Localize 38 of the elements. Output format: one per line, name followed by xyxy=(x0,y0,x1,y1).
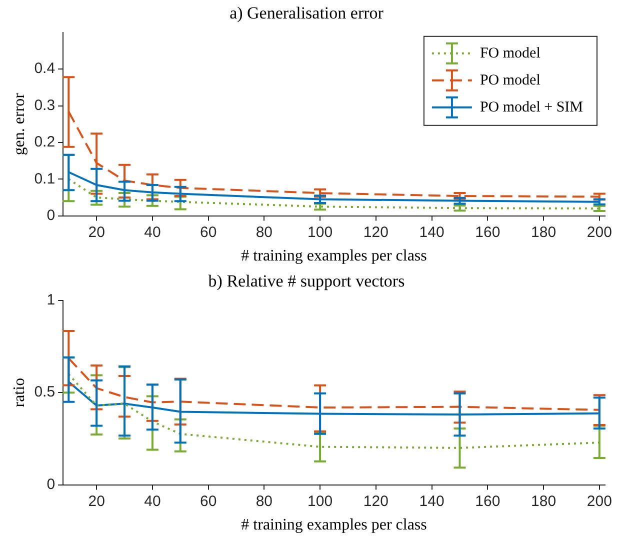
x-tick-label: 100 xyxy=(308,492,333,510)
x-tick-label: 160 xyxy=(475,492,500,510)
x-tick-label: 140 xyxy=(419,492,444,510)
y-tick-label: 0.2 xyxy=(34,134,56,151)
y-axis-title: ratio xyxy=(10,378,28,408)
x-axis-title: # training examples per class xyxy=(241,248,427,265)
y-tick-label: 1 xyxy=(46,292,56,309)
x-tick-label: 160 xyxy=(475,224,500,241)
x-axis-title: # training examples per class xyxy=(241,516,427,534)
x-tick-label: 40 xyxy=(144,224,161,241)
y-tick-label: 0.1 xyxy=(34,170,56,188)
y-tick-label: 0 xyxy=(46,476,56,493)
x-tick-label: 180 xyxy=(531,224,556,241)
x-tick-label: 80 xyxy=(256,224,273,241)
legend-label: PO model + SIM xyxy=(480,99,584,116)
chart-title: a) Generalisation error xyxy=(230,4,384,23)
x-tick-label: 20 xyxy=(88,224,105,241)
x-tick-label: 120 xyxy=(363,492,388,510)
y-tick-label: 0 xyxy=(46,206,56,224)
legend-label: PO model xyxy=(480,72,540,88)
x-tick-label: 20 xyxy=(88,492,105,510)
y-tick-label: 0.4 xyxy=(34,60,56,78)
x-tick-label: 120 xyxy=(363,224,388,241)
legend-label: FO model xyxy=(480,45,540,62)
y-axis-title: gen. error xyxy=(10,92,28,156)
x-tick-label: 80 xyxy=(256,492,273,510)
x-tick-label: 200 xyxy=(586,492,612,510)
y-tick-label: 0.3 xyxy=(34,96,56,114)
chart-title: b) Relative # support vectors xyxy=(208,272,405,291)
y-tick-label: 0.5 xyxy=(34,384,56,401)
x-tick-label: 200 xyxy=(586,224,612,241)
line-series xyxy=(68,357,600,411)
x-tick-label: 180 xyxy=(531,492,556,510)
x-tick-label: 60 xyxy=(200,224,217,241)
x-tick-label: 100 xyxy=(308,224,333,241)
x-tick-label: 40 xyxy=(144,492,161,510)
x-tick-label: 140 xyxy=(419,224,444,241)
x-tick-label: 60 xyxy=(200,492,217,510)
